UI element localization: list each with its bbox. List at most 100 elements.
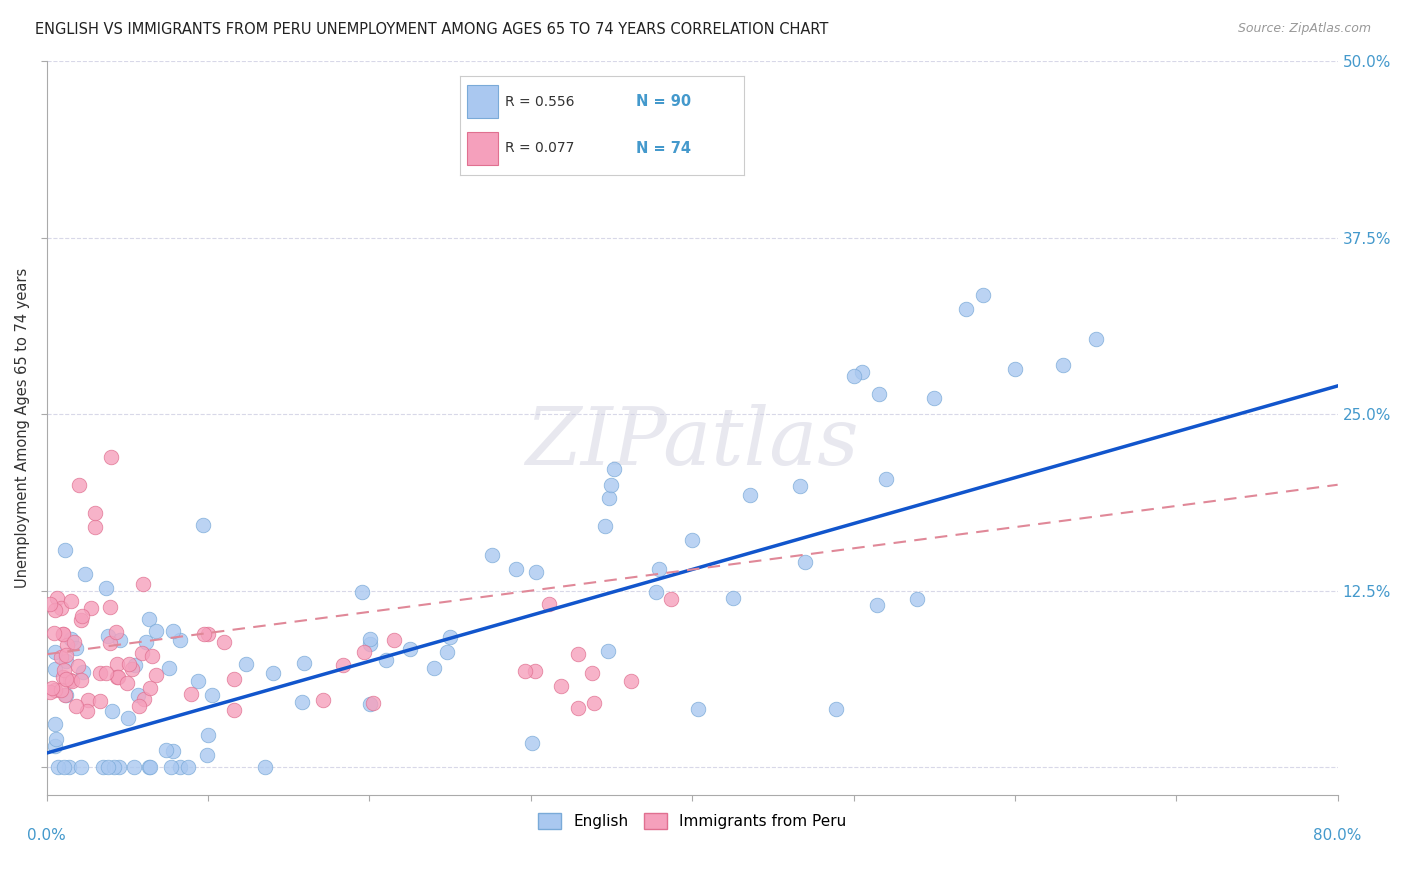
Point xyxy=(598,491,620,505)
Point xyxy=(55,688,77,702)
Point xyxy=(128,699,150,714)
Point xyxy=(70,760,93,774)
Point xyxy=(169,760,191,774)
Point xyxy=(201,689,224,703)
Point xyxy=(436,645,458,659)
Point xyxy=(332,658,354,673)
Point xyxy=(825,701,848,715)
Point xyxy=(55,654,77,668)
Point xyxy=(253,760,276,774)
Point xyxy=(582,696,605,710)
Point xyxy=(193,627,215,641)
Point xyxy=(63,634,86,648)
Point xyxy=(89,666,111,681)
Point xyxy=(851,365,873,379)
Point xyxy=(84,520,107,534)
Point xyxy=(38,597,60,611)
Point xyxy=(105,657,128,672)
Point xyxy=(1052,358,1074,372)
Point xyxy=(868,387,890,401)
Point xyxy=(875,472,897,486)
Point xyxy=(686,702,709,716)
Point xyxy=(138,612,160,626)
Point xyxy=(91,760,114,774)
Text: Source: ZipAtlas.com: Source: ZipAtlas.com xyxy=(1237,22,1371,36)
Point xyxy=(97,760,120,774)
Point xyxy=(46,760,69,774)
Point xyxy=(97,629,120,643)
Text: 80.0%: 80.0% xyxy=(1313,829,1362,844)
Point xyxy=(522,736,544,750)
Point xyxy=(53,760,76,774)
Point xyxy=(44,645,66,659)
Point xyxy=(44,662,66,676)
Point xyxy=(131,646,153,660)
Point xyxy=(523,665,546,679)
Point xyxy=(567,647,589,661)
Point xyxy=(644,584,666,599)
Point xyxy=(581,665,603,680)
Point xyxy=(180,687,202,701)
Point xyxy=(73,566,96,581)
Point xyxy=(789,478,811,492)
Point xyxy=(659,591,682,606)
Point xyxy=(866,599,889,613)
Point xyxy=(197,728,219,742)
Point xyxy=(100,450,122,464)
Point xyxy=(42,625,65,640)
Point xyxy=(439,630,461,644)
Point xyxy=(44,603,66,617)
Point xyxy=(738,488,761,502)
Point xyxy=(60,674,83,689)
Point xyxy=(292,656,315,670)
Point xyxy=(44,682,66,697)
Point xyxy=(187,673,209,688)
Point xyxy=(139,681,162,695)
Point xyxy=(134,692,156,706)
Point xyxy=(955,302,977,317)
Point xyxy=(117,711,139,725)
Point xyxy=(66,659,89,673)
Point xyxy=(118,657,141,672)
Point xyxy=(139,760,162,774)
Point xyxy=(38,684,60,698)
Point xyxy=(145,668,167,682)
Point xyxy=(197,627,219,641)
Point xyxy=(105,670,128,684)
Point xyxy=(135,635,157,649)
Point xyxy=(648,562,671,576)
Point xyxy=(224,673,246,687)
Point xyxy=(53,543,76,558)
Point xyxy=(593,519,616,533)
Point xyxy=(51,600,73,615)
Point xyxy=(56,638,79,652)
Point xyxy=(224,703,246,717)
Point xyxy=(177,760,200,774)
Point xyxy=(65,698,87,713)
Point xyxy=(361,697,384,711)
Point xyxy=(423,661,446,675)
Text: 0.0%: 0.0% xyxy=(27,829,66,844)
Point xyxy=(793,555,815,569)
Point xyxy=(603,462,626,476)
Point xyxy=(76,693,98,707)
Point xyxy=(162,624,184,639)
Point xyxy=(44,716,66,731)
Point xyxy=(155,743,177,757)
Point xyxy=(141,648,163,663)
Point xyxy=(124,657,146,672)
Point xyxy=(169,633,191,648)
Point xyxy=(41,681,63,696)
Point xyxy=(108,760,131,774)
Point xyxy=(52,663,75,677)
Point xyxy=(972,288,994,302)
Point xyxy=(374,653,396,667)
Point xyxy=(103,760,125,774)
Point xyxy=(359,637,381,651)
Point xyxy=(107,670,129,684)
Point xyxy=(567,700,589,714)
Point xyxy=(359,632,381,647)
Point xyxy=(138,760,160,774)
Point xyxy=(115,676,138,690)
Point xyxy=(191,518,214,533)
